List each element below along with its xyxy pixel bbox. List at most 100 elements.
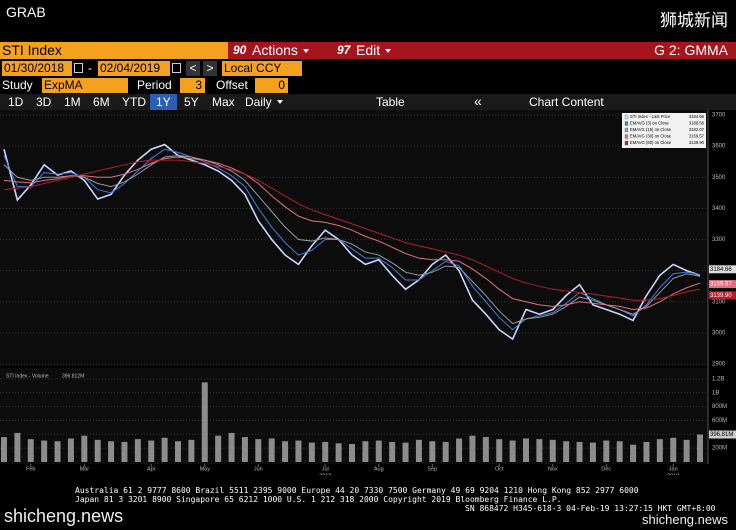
x-year-label: 2019 [667, 473, 679, 475]
study-field[interactable]: ExpMA [42, 78, 128, 93]
edit-code: 97 [337, 43, 351, 57]
legend-swatch [624, 140, 629, 146]
volume-value: 396.812M [62, 373, 84, 379]
range-button[interactable]: 1D [8, 95, 24, 109]
y-tick-label: 3100 [712, 299, 726, 305]
watermark: shicheng.news [4, 506, 124, 526]
volume-bar [228, 432, 235, 462]
x-tick-label: Jan [669, 466, 678, 472]
security-field[interactable]: STI Index [0, 42, 228, 59]
y-tick-label: 2900 [712, 362, 726, 368]
volume-bar [148, 440, 155, 462]
app-title: GRAB [6, 4, 46, 20]
legend-label: EMAVG (30) on Close [630, 134, 672, 139]
calendar-icon[interactable] [172, 63, 181, 73]
footer-line: SN 868472 H345-618-3 04-Feb-19 13:27:15 … [465, 504, 716, 513]
volume-bar [656, 439, 663, 462]
x-tick-label: Dec [601, 466, 611, 472]
volume-bar [335, 443, 342, 462]
range-button[interactable]: 3D [36, 95, 52, 109]
volume-bar [469, 435, 476, 462]
footer: Australia 61 2 9777 8600 Brazil 5511 239… [75, 486, 715, 513]
volume-bar [121, 441, 128, 462]
x-tick-label: Oct [495, 466, 504, 472]
volume-bar [308, 442, 315, 462]
legend-swatch [624, 134, 629, 139]
volume-bar [94, 439, 101, 462]
x-tick-label: Apr [147, 466, 156, 472]
volume-bar [670, 437, 677, 462]
volume-bar [549, 439, 556, 462]
currency-field[interactable]: Local CCY [222, 61, 302, 76]
value-tag-label: 3159.57 [710, 282, 732, 288]
legend-value: 3182.07 [689, 127, 705, 132]
legend-label: EMAVG (3) on Close [630, 121, 669, 126]
next-button[interactable]: > [203, 61, 217, 76]
actions-menu[interactable]: Actions [252, 42, 309, 58]
range-button[interactable]: 5Y [184, 95, 199, 109]
offset-field[interactable]: 0 [255, 78, 288, 93]
series-line [3, 156, 701, 311]
menu-bar [228, 42, 736, 59]
volume-bar [27, 439, 34, 462]
volume-bar [268, 438, 275, 462]
x-tick-label: Nov [548, 466, 558, 472]
table-button[interactable]: Table [376, 95, 405, 109]
range-button[interactable]: 1Y [150, 94, 177, 110]
calendar-icon[interactable] [74, 63, 83, 73]
volume-bar [576, 441, 583, 462]
interval-menu[interactable]: Daily [245, 94, 283, 110]
volume-bar [41, 440, 48, 462]
period-field[interactable]: 3 [180, 78, 205, 93]
legend-label: EMAVG (60) on Close [630, 140, 672, 145]
value-tag [709, 280, 736, 289]
watermark: shicheng.news [642, 512, 728, 527]
y-tick-label: 600M [712, 418, 727, 424]
offset-label: Offset [216, 78, 248, 92]
y-tick-label: 1B [712, 390, 719, 396]
legend-value: 3186.56 [689, 121, 705, 126]
range-button[interactable]: Max [212, 95, 235, 109]
volume-bar [509, 440, 516, 462]
volume-bar [54, 441, 61, 462]
legend-label: STI Index - Last Price [630, 114, 671, 119]
footer-line: Japan 81 3 3201 8900 Singapore 65 6212 1… [75, 495, 562, 504]
y-tick-label: 200M [712, 446, 727, 452]
end-date[interactable]: 02/04/2019 [98, 61, 170, 76]
legend-value: 3184.66 [689, 114, 705, 119]
chart: 2900300031003200330034003500360037003184… [0, 110, 736, 475]
series-line [3, 159, 701, 301]
date-separator: - [88, 61, 92, 75]
legend-value: 3159.57 [689, 134, 705, 139]
y-tick-label: 1.2B [712, 377, 724, 383]
range-button[interactable]: 6M [93, 95, 110, 109]
series-line [3, 143, 701, 341]
volume-bar [241, 437, 248, 462]
start-date[interactable]: 01/30/2018 [2, 61, 72, 76]
legend-swatch [624, 121, 629, 126]
volume-bar [295, 440, 302, 462]
collapse-button[interactable]: « [474, 93, 482, 109]
value-tag [709, 430, 736, 439]
panel-name: G 2: GMMA [654, 42, 728, 58]
volume-bar [81, 435, 88, 462]
volume-bar [282, 441, 289, 462]
x-tick-label: Jul [322, 466, 329, 472]
y-tick-label: 3000 [712, 330, 726, 336]
period-label: Period [137, 78, 172, 92]
volume-bar [215, 435, 222, 462]
y-tick-label: 3500 [712, 175, 726, 181]
edit-menu[interactable]: Edit [356, 42, 391, 58]
volume-bar [683, 439, 690, 462]
x-tick-label: Aug [374, 466, 384, 472]
range-bar [0, 94, 736, 110]
series-line [3, 154, 701, 325]
range-button[interactable]: YTD [122, 95, 146, 109]
volume-bar [456, 438, 463, 462]
prev-button[interactable]: < [186, 61, 200, 76]
x-tick-label: Mar [80, 466, 90, 472]
chart-content-button[interactable]: Chart Content [529, 95, 604, 109]
range-button[interactable]: 1M [64, 95, 81, 109]
y-tick-label: 3600 [712, 144, 726, 150]
